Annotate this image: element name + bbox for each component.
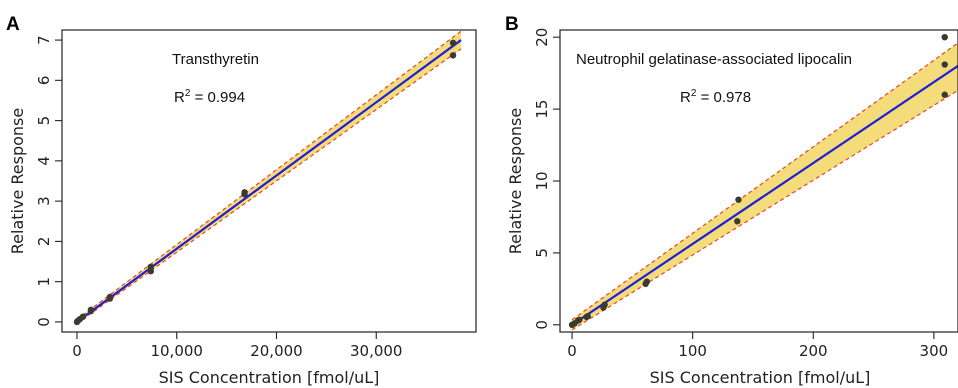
x-tick-label: 100 [678, 342, 707, 360]
data-point [643, 278, 651, 285]
x-tick-label: 0 [567, 342, 577, 360]
data-point [584, 312, 591, 320]
regression-line-b [571, 65, 958, 326]
confidence-band-b [571, 42, 958, 331]
y-tick-label: 15 [533, 100, 551, 119]
data-point [449, 39, 457, 47]
y-tick-label: 20 [533, 28, 551, 47]
x-tick-label: 10,000 [150, 342, 203, 360]
panel-label-a: A [6, 14, 20, 35]
y-axis-title-a: Relative Response [8, 108, 27, 254]
x-axis-ticks-b: 0 100 200 300 [567, 332, 948, 360]
data-points-b [568, 33, 948, 329]
band-lower-edge [571, 89, 958, 331]
y-tick-label: 1 [35, 277, 53, 287]
x-axis-title-b: SIS Concentration [fmol/uL] [650, 368, 871, 387]
data-points-a [73, 39, 457, 326]
x-tick-label: 30,000 [350, 342, 403, 360]
y-tick-label: 3 [35, 196, 53, 206]
y-axis-ticks-b: 0 5 10 15 20 [533, 28, 560, 330]
y-tick-label: 7 [35, 35, 53, 45]
band-fill [572, 42, 958, 330]
panel-label-b: B [505, 14, 519, 35]
x-tick-label: 200 [799, 342, 828, 360]
data-point [576, 316, 583, 323]
y-axis-ticks-a: 0 1 2 3 4 5 6 7 [35, 35, 62, 327]
data-point [735, 196, 742, 203]
fit-line [76, 39, 462, 323]
band-upper-edge [76, 30, 462, 320]
data-point [147, 267, 154, 275]
fit-line [571, 65, 958, 326]
y-tick-label: 2 [35, 237, 53, 247]
x-axis-ticks-a: 0 10,000 20,000 30,000 [72, 332, 402, 360]
annotation-r2-a: R2 = 0.994 [174, 88, 245, 106]
data-point [941, 91, 948, 98]
data-point [601, 301, 608, 308]
band-lower-edge [76, 48, 462, 325]
panel-a: A 0 10,000 20,000 30,000 0 1 2 3 4 5 6 7 SIS Conce… [6, 14, 477, 387]
band-upper-edge [571, 42, 958, 321]
regression-line-a [76, 39, 462, 323]
annotation-r2-b: R2 = 0.978 [680, 88, 751, 106]
x-tick-label: 0 [72, 342, 82, 360]
data-point [941, 61, 948, 68]
y-tick-label: 4 [35, 156, 53, 166]
x-tick-label: 300 [920, 342, 949, 360]
data-point [734, 218, 741, 225]
annotation-title-b: Neutrophil gelatinase-associated lipocal… [576, 51, 852, 68]
y-tick-label: 0 [35, 317, 53, 327]
data-point [106, 293, 114, 301]
y-tick-label: 5 [533, 248, 551, 258]
x-axis-title-a: SIS Concentration [fmol/uL] [159, 368, 380, 387]
data-point [449, 52, 457, 59]
y-tick-label: 6 [35, 76, 53, 86]
y-tick-label: 5 [35, 116, 53, 126]
y-tick-label: 10 [533, 171, 551, 190]
plot-frame-a [61, 29, 477, 333]
data-point [241, 189, 248, 196]
data-point [79, 313, 87, 320]
y-tick-label: 0 [533, 320, 551, 330]
data-point [87, 306, 95, 314]
data-point [147, 263, 154, 270]
panel-b: B 0 100 200 300 0 5 10 15 20 SIS Concentration … [505, 14, 958, 387]
x-tick-label: 20,000 [250, 342, 303, 360]
annotation-title-a: Transthyretin [172, 51, 259, 68]
y-axis-title-b: Relative Response [506, 108, 525, 254]
data-point [941, 33, 948, 41]
